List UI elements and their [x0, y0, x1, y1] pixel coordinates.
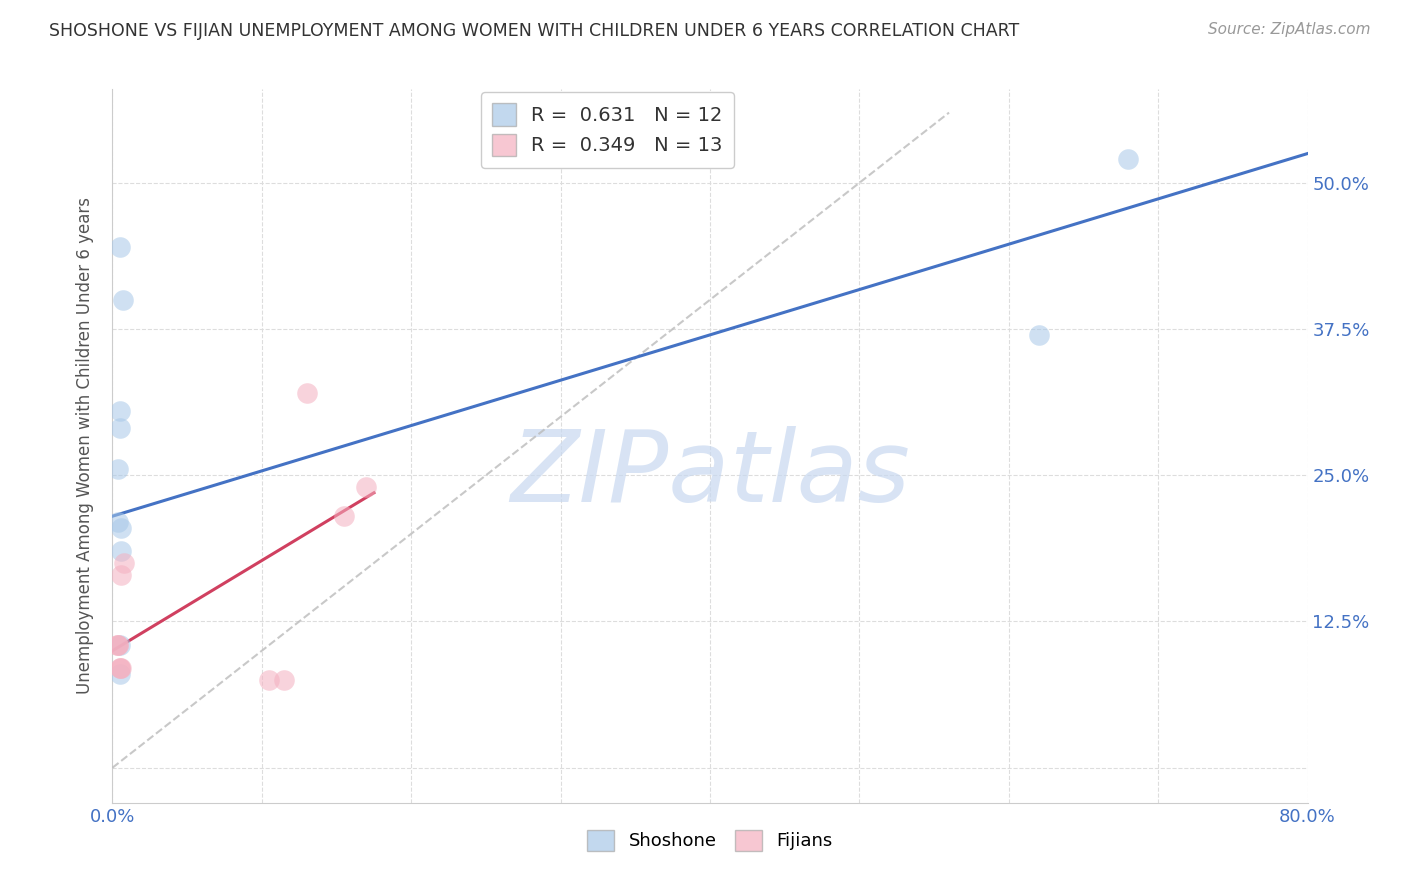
Point [108, 638, 131, 652]
Point [1028, 327, 1050, 342]
Legend: Shoshone, Fijians: Shoshone, Fijians [581, 822, 839, 858]
Point [273, 673, 295, 687]
Point [295, 386, 318, 401]
Point [108, 667, 131, 681]
Point [108, 421, 131, 435]
Point [107, 515, 129, 529]
Point [105, 638, 128, 652]
Point [114, 556, 135, 570]
Point [107, 638, 129, 652]
Point [110, 544, 132, 558]
Point [111, 293, 134, 307]
Point [108, 661, 131, 675]
Y-axis label: Unemployment Among Women with Children Under 6 years: Unemployment Among Women with Children U… [76, 197, 94, 695]
Point [108, 404, 131, 418]
Point [110, 521, 132, 535]
Point [333, 509, 356, 524]
Point [107, 638, 129, 652]
Point [107, 462, 129, 476]
Text: SHOSHONE VS FIJIAN UNEMPLOYMENT AMONG WOMEN WITH CHILDREN UNDER 6 YEARS CORRELAT: SHOSHONE VS FIJIAN UNEMPLOYMENT AMONG WO… [49, 22, 1019, 40]
Text: ZIPatlas: ZIPatlas [510, 426, 910, 523]
Point [259, 673, 281, 687]
Point [356, 480, 378, 494]
Point [1118, 153, 1140, 167]
Point [108, 661, 131, 675]
Point [108, 240, 131, 254]
Text: Source: ZipAtlas.com: Source: ZipAtlas.com [1208, 22, 1371, 37]
Point [110, 567, 132, 582]
Point [110, 661, 132, 675]
